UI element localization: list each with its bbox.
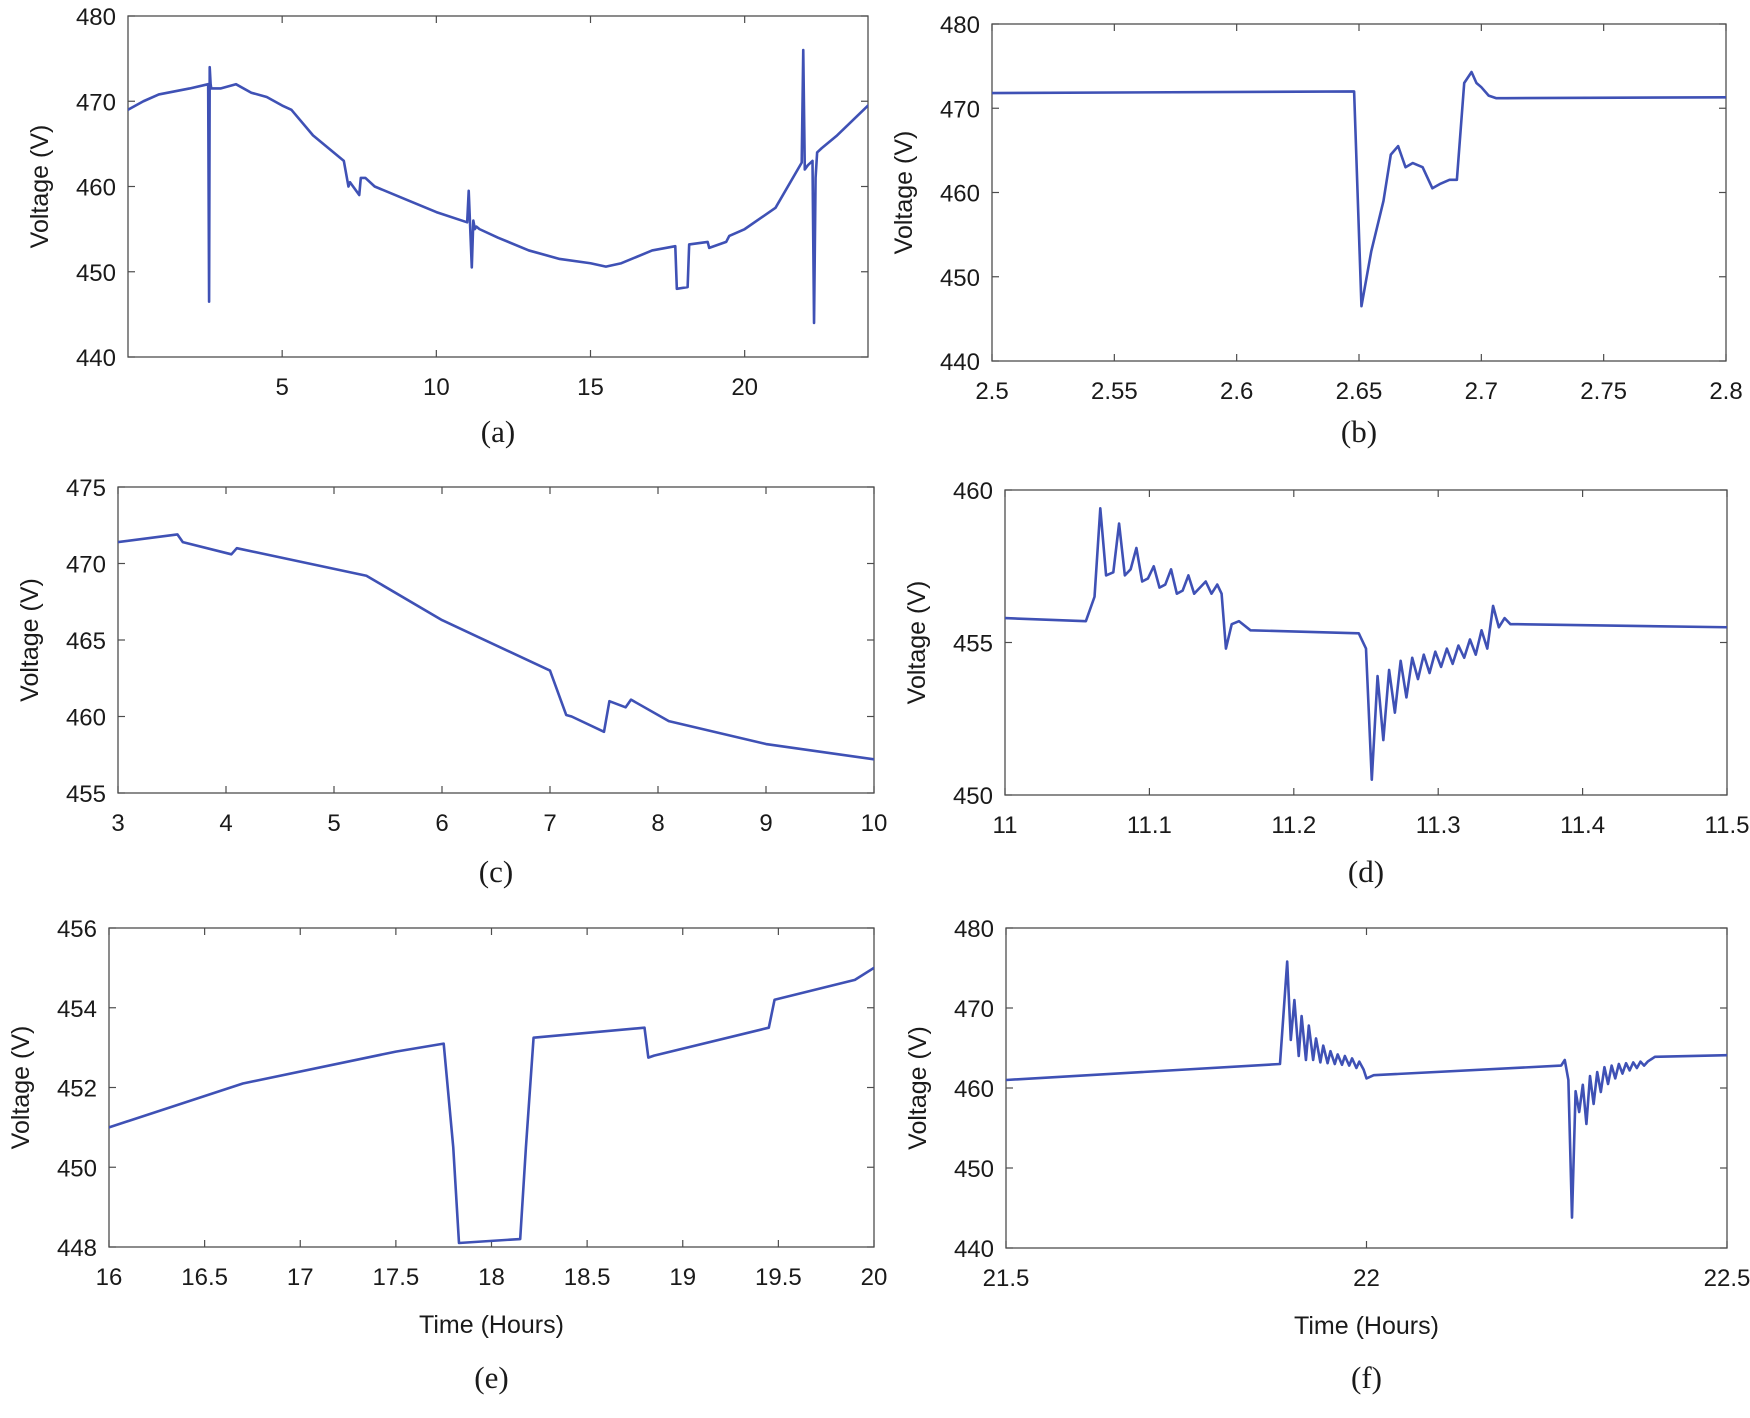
y-tick-label: 440 [954,1236,994,1263]
panel-label-a: (a) [481,414,515,449]
panel-label-b: (b) [1341,414,1377,449]
y-axis-label: Voltage (V) [26,125,54,249]
x-tick-label: 11.5 [1705,812,1750,839]
x-tick-label: 11.3 [1416,812,1461,839]
y-tick-label: 450 [940,265,980,292]
y-axis-label: Voltage (V) [903,581,931,705]
chart-panel-f: 21.5 22 22.5 440 450 460 470 480 Voltage (V) Time… [904,916,1750,1395]
y-axis-label: Voltage (V) [7,1026,35,1150]
x-axis-label: Time (Hours) [1294,1312,1439,1340]
y-tick-label: 454 [57,996,97,1023]
x-tick-label: 16.5 [181,1264,228,1291]
x-tick-label: 3 [111,810,124,837]
plot-frame [991,23,1727,362]
chart-panel-d: 11 11.1 11.2 11.3 11.4 11.5 450 455 460 Voltage (… [903,478,1749,889]
plot-frame [117,486,875,794]
y-axis-label: Voltage (V) [904,1026,932,1150]
x-tick-label: 4 [219,810,232,837]
y-tick-label: 480 [954,916,994,943]
y-axis-label: Voltage (V) [16,578,44,702]
y-tick-label: 452 [57,1076,97,1103]
panel-label-d: (d) [1348,854,1384,889]
x-tick-label: 10 [423,374,450,401]
series-line-voltage [1005,506,1727,782]
y-tick-label: 450 [954,1156,994,1183]
y-tick-label: 460 [76,175,116,202]
y-tick-label: 470 [76,89,116,116]
x-tick-label: 5 [327,810,340,837]
chart-panel-b: 2.5 2.55 2.6 2.65 2.7 2.75 2.8 440 450 460 470 480 V… [890,12,1743,449]
chart-panel-a: 5 10 15 20 440 450 460 470 480 Voltage (V) (a) [26,4,869,449]
x-tick-label: 8 [651,810,664,837]
x-tick-label: 2.6 [1220,378,1253,405]
y-tick-label: 480 [940,12,980,39]
y-tick-label: 450 [57,1155,97,1182]
plot-frame [127,15,869,358]
x-tick-label: 18 [478,1264,505,1291]
series-line-voltage [128,48,868,325]
chart-panel-c: 3 4 5 6 7 8 9 10 455 460 465 470 475 Voltage (V) (c) [16,475,887,889]
y-tick-label: 470 [66,552,106,579]
y-tick-label: 450 [76,260,116,287]
x-tick-label: 15 [577,374,604,401]
x-tick-label: 2.7 [1465,378,1498,405]
x-tick-label: 11 [993,812,1018,839]
y-axis-label: Voltage (V) [890,131,918,255]
x-tick-label: 19 [669,1264,696,1291]
y-tick-label: 448 [57,1235,97,1262]
x-tick-label: 20 [731,374,758,401]
y-tick-label: 470 [940,96,980,123]
y-tick-label: 480 [76,4,116,31]
x-tick-label: 19.5 [755,1264,802,1291]
y-tick-label: 460 [954,1076,994,1103]
series-line-voltage [109,966,874,1245]
x-tick-label: 9 [759,810,772,837]
x-tick-label: 11.1 [1127,812,1172,839]
x-tick-label: 2.5 [975,378,1008,405]
y-tick-label: 475 [66,475,106,502]
x-tick-label: 7 [543,810,556,837]
y-tick-label: 460 [940,181,980,208]
series-line-voltage [118,533,874,761]
plot-frame [1005,927,1728,1249]
panel-label-e: (e) [474,1360,508,1395]
x-tick-label: 17.5 [373,1264,420,1291]
y-tick-label: 450 [953,783,993,810]
series-line-voltage [992,70,1726,308]
plot-frame [1004,489,1728,796]
y-tick-label: 455 [953,631,993,658]
x-tick-label: 6 [435,810,448,837]
x-tick-label: 11.2 [1271,812,1316,839]
y-tick-label: 465 [66,628,106,655]
y-tick-label: 456 [57,916,97,943]
x-tick-label: 2.8 [1709,378,1742,405]
chart-panel-e: 16 16.5 17 17.5 18 18.5 19 19.5 20 448 450 452 454 45… [7,916,887,1395]
y-tick-label: 440 [76,345,116,372]
x-tick-label: 17 [287,1264,314,1291]
x-tick-label: 2.75 [1580,378,1627,405]
x-tick-label: 22.5 [1704,1265,1750,1292]
panel-label-f: (f) [1351,1360,1382,1395]
series-line-voltage [1006,960,1727,1219]
x-tick-label: 10 [861,810,888,837]
x-tick-label: 21.5 [983,1265,1030,1292]
y-tick-label: 440 [940,349,980,376]
x-tick-label: 16 [96,1264,123,1291]
x-tick-label: 11.4 [1560,812,1605,839]
x-tick-label: 5 [275,374,288,401]
x-tick-label: 22 [1353,1265,1380,1292]
panel-label-c: (c) [479,854,513,889]
x-tick-label: 20 [861,1264,888,1291]
y-tick-label: 460 [66,705,106,732]
y-tick-label: 470 [954,996,994,1023]
x-axis-label: Time (Hours) [419,1311,564,1339]
x-tick-label: 18.5 [564,1264,611,1291]
x-tick-label: 2.55 [1091,378,1138,405]
x-tick-label: 2.65 [1336,378,1383,405]
y-tick-label: 455 [66,781,106,808]
y-tick-label: 460 [953,478,993,505]
plot-frame [108,927,875,1248]
